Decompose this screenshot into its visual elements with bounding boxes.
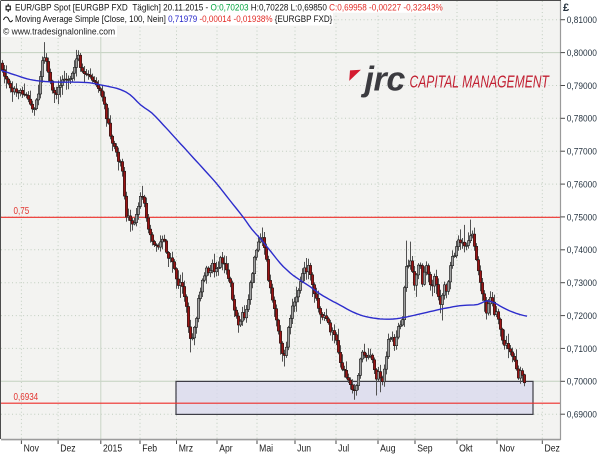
svg-text:Dez: Dez	[60, 443, 76, 454]
svg-text:0,75000: 0,75000	[567, 212, 597, 223]
svg-text:0,79000: 0,79000	[567, 80, 597, 91]
svg-text:0,71000: 0,71000	[567, 343, 597, 354]
svg-text:Moving Average Simple [Close,: Moving Average Simple [Close, 100, Nein]…	[15, 13, 332, 24]
svg-text:CAPITAL MANAGEMENT: CAPITAL MANAGEMENT	[409, 72, 550, 92]
svg-text:Mai: Mai	[259, 443, 273, 454]
svg-text:Mrz: Mrz	[179, 443, 194, 454]
svg-text:Aug: Aug	[380, 443, 395, 454]
svg-text:0,78000: 0,78000	[567, 113, 597, 124]
svg-text:Jul: Jul	[338, 443, 349, 454]
svg-text:0,75: 0,75	[14, 205, 30, 216]
svg-text:Apr: Apr	[219, 443, 232, 454]
svg-text:jrc: jrc	[361, 61, 406, 99]
svg-text:Feb: Feb	[142, 443, 157, 454]
svg-text:0,77000: 0,77000	[567, 146, 597, 157]
svg-text:0,69000: 0,69000	[567, 409, 597, 420]
svg-text:0,74000: 0,74000	[567, 245, 597, 256]
svg-text:0,80000: 0,80000	[567, 47, 597, 58]
svg-text:0,72000: 0,72000	[567, 310, 597, 321]
svg-text:0,81000: 0,81000	[567, 15, 597, 26]
svg-text:Jun: Jun	[297, 443, 311, 454]
svg-text:2015: 2015	[103, 443, 122, 454]
svg-text:Okt: Okt	[459, 443, 473, 454]
svg-text:EUR/GBP Spot [EURGBP FXD Tägl: EUR/GBP Spot [EURGBP FXD Täglich] 20.11.…	[15, 2, 443, 13]
svg-text:Sep: Sep	[417, 443, 432, 454]
svg-text:© www.tradesignalonline.com: © www.tradesignalonline.com	[3, 26, 115, 37]
svg-text:0,6934: 0,6934	[14, 391, 39, 402]
svg-text:Nov: Nov	[499, 443, 515, 454]
svg-text:Nov: Nov	[24, 443, 40, 454]
svg-text:Dez: Dez	[545, 443, 561, 454]
svg-text:0,76000: 0,76000	[567, 179, 597, 190]
svg-text:£: £	[563, 2, 569, 14]
svg-text:0,73000: 0,73000	[567, 278, 597, 289]
svg-text:0,70000: 0,70000	[567, 376, 597, 387]
